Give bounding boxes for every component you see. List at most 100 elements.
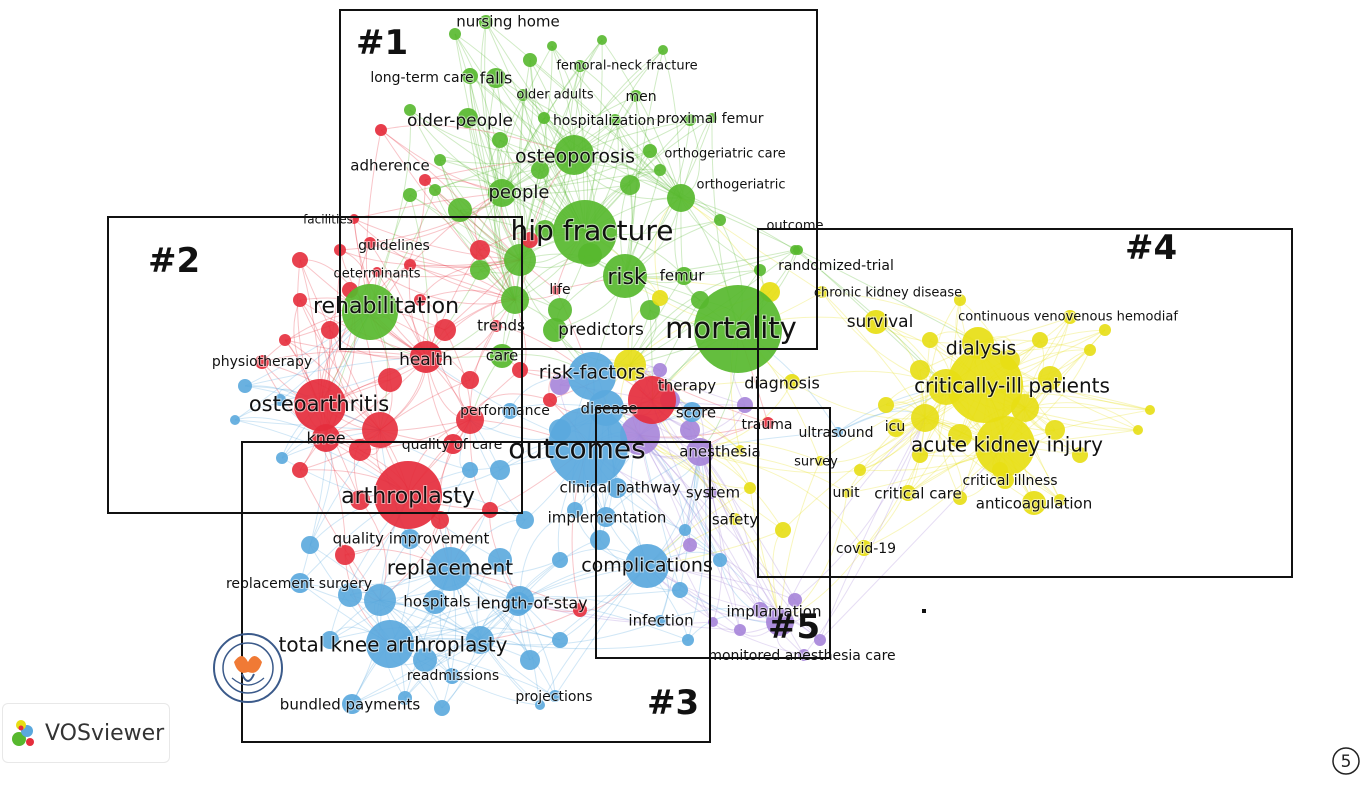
link-line — [639, 434, 721, 561]
label-score: score — [676, 404, 716, 422]
label-people: people — [488, 182, 549, 203]
node-unit[interactable] — [842, 488, 852, 498]
network-node — [292, 252, 308, 268]
node-trauma[interactable] — [762, 417, 774, 429]
network-node — [814, 634, 826, 646]
node-mortality[interactable] — [694, 285, 782, 373]
network-node — [364, 584, 396, 616]
node-chronic-kidney-disease[interactable] — [816, 286, 828, 298]
node-outcome[interactable] — [793, 245, 803, 255]
node-survey[interactable] — [815, 456, 825, 466]
node-femoral-neck-fracture[interactable] — [574, 60, 586, 72]
cluster-1-number: #1 — [356, 23, 408, 63]
node-quality-of-care[interactable] — [443, 434, 463, 454]
node-diagnosis[interactable] — [784, 374, 800, 390]
node-projections[interactable] — [549, 690, 561, 702]
node-safety[interactable] — [729, 513, 741, 525]
node-anticoagulation[interactable] — [1022, 491, 1046, 515]
node-critically-ill-patients[interactable] — [947, 347, 1023, 423]
network-node — [434, 154, 446, 166]
cluster-boxes: #1 #2 #3 #4 #5 — [107, 9, 1293, 743]
node-rehabilitation[interactable] — [342, 284, 398, 340]
node-adherence[interactable] — [375, 124, 387, 136]
link-line — [309, 437, 333, 546]
label-mortality: mortality — [665, 311, 797, 345]
node-people[interactable] — [488, 179, 516, 207]
link-line — [479, 620, 661, 646]
node-proximal-femur[interactable] — [707, 113, 717, 123]
node-long-term-care[interactable] — [462, 68, 478, 84]
node-hospitalization[interactable] — [538, 112, 550, 124]
link-line — [480, 21, 503, 194]
network-node — [590, 530, 610, 550]
label-covid-19: covid-19 — [836, 541, 896, 557]
node-nursing-home[interactable] — [479, 15, 493, 29]
node-physiotherapy[interactable] — [255, 355, 269, 369]
node-complications[interactable] — [625, 544, 669, 588]
node-older-adults[interactable] — [517, 89, 529, 101]
link-line — [454, 33, 503, 194]
node-replacement-surgery[interactable] — [290, 573, 310, 593]
node-implementation[interactable] — [596, 507, 616, 527]
node-determinants[interactable] — [372, 267, 382, 277]
label-diagnosis: diagnosis — [744, 374, 820, 393]
label-risk-factors: risk-factors — [539, 362, 645, 384]
node-ultrasound[interactable] — [833, 427, 843, 437]
label-implementation: implementation — [548, 509, 667, 527]
node-trends[interactable] — [490, 320, 502, 332]
node-orthogeriatric[interactable] — [667, 184, 695, 212]
node-orthogeriatric-care[interactable] — [643, 144, 657, 158]
node-therapy[interactable] — [628, 376, 676, 424]
node-survival[interactable] — [864, 310, 888, 334]
link-line — [454, 33, 575, 156]
node-hip-fracture[interactable] — [553, 200, 617, 264]
network-node — [456, 406, 484, 434]
node-implantation[interactable] — [766, 608, 794, 636]
node-older-people[interactable] — [458, 108, 478, 128]
node-covid-19[interactable] — [856, 540, 872, 556]
network-node — [1133, 425, 1143, 435]
node-total-knee-arthroplasty[interactable] — [366, 620, 414, 668]
network-node — [349, 439, 371, 461]
node-length-of-stay[interactable] — [506, 592, 530, 616]
link-line — [554, 565, 648, 697]
node-risk[interactable] — [603, 254, 647, 298]
node-osteoarthritis[interactable] — [294, 379, 346, 431]
network-node — [414, 294, 426, 306]
node-outcomes[interactable] — [548, 407, 628, 487]
link-line — [517, 59, 531, 261]
node-knee[interactable] — [312, 424, 340, 452]
link-line — [519, 509, 576, 601]
network-node — [419, 174, 431, 186]
network-node — [292, 462, 308, 478]
network-node — [301, 536, 319, 554]
link-line — [380, 129, 521, 261]
node-life[interactable] — [551, 285, 561, 295]
node-falls[interactable] — [486, 68, 506, 88]
link-line — [699, 451, 865, 549]
node-icu[interactable] — [887, 419, 905, 437]
node-hospitals[interactable] — [423, 590, 447, 614]
node-men[interactable] — [630, 90, 642, 102]
vosviewer-badge: VOSviewer — [2, 703, 170, 763]
node-predictors[interactable] — [543, 318, 567, 342]
node-bundled-payments[interactable] — [342, 694, 362, 714]
node-quality-improvement[interactable] — [400, 529, 420, 549]
label-orthogeriatric: orthogeriatric — [697, 178, 786, 193]
node-femur[interactable] — [675, 267, 693, 285]
node-continuous-venovenous[interactable] — [1063, 310, 1077, 324]
node-infection[interactable] — [654, 615, 666, 627]
label-monitored-anesthesia-care: monitored anesthesia care — [708, 648, 895, 664]
node-acute-kidney-injury[interactable] — [975, 416, 1035, 476]
node-guidelines[interactable] — [364, 237, 376, 249]
node-replacement[interactable] — [428, 547, 472, 591]
network-node — [788, 593, 802, 607]
node-readmissions[interactable] — [444, 668, 460, 684]
node-risk-factors[interactable] — [568, 352, 616, 400]
node-critical-care[interactable] — [900, 485, 916, 501]
node-clinical-pathway[interactable] — [607, 478, 627, 498]
label-physiotherapy: physiotherapy — [212, 354, 312, 370]
node-anesthesia[interactable] — [686, 438, 714, 466]
node-osteoporosis[interactable] — [554, 135, 594, 175]
node-performance[interactable] — [502, 403, 518, 419]
